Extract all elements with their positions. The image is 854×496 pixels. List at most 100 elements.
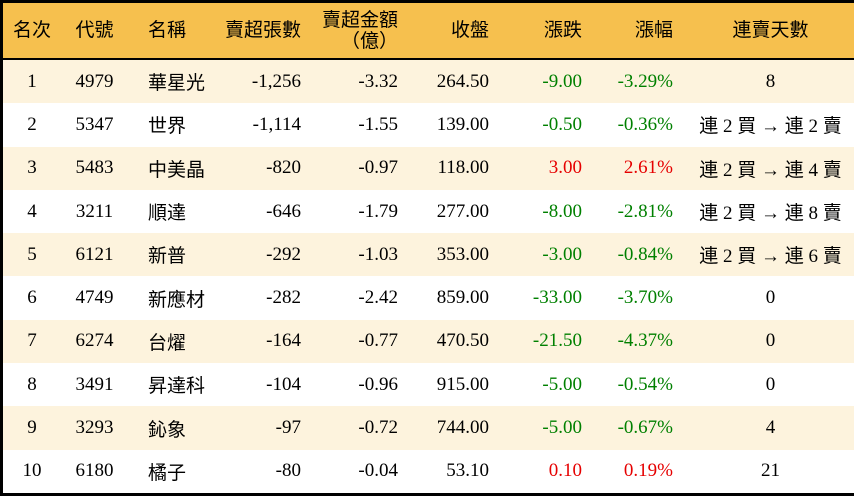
col-header-sell-amount-line1: 賣超金額 [321,9,398,31]
cell-sell-volume: -164 [266,330,301,352]
cell-streak: 連 2 買 → 連 8 賣 [699,203,842,225]
cell-code: 5347 [75,113,114,135]
cell-change: -9.00 [542,70,582,92]
col-header-streak: 連賣天數 [684,3,854,60]
cell-name: 鈊象 [148,419,187,441]
cell-change: -5.00 [542,373,582,395]
cell-change-pct: -2.81% [617,200,673,222]
cell-rank: 2 [27,113,37,135]
cell-sell-amount: -1.55 [358,113,398,135]
cell-sell-volume: -292 [266,243,301,265]
cell-change: -5.00 [542,417,582,439]
cell-change-pct: -0.36% [617,113,673,135]
cell-close: 277.00 [436,200,489,222]
cell-code: 3491 [75,373,114,395]
col-header-change-pct: 漲幅 [592,3,684,60]
cell-sell-amount: -0.04 [358,460,398,482]
cell-name: 新普 [148,246,187,268]
cell-rank: 1 [27,70,37,92]
cell-sell-amount: -0.77 [358,330,398,352]
cell-rank: 9 [27,417,37,439]
cell-streak: 0 [765,373,776,395]
cell-close: 139.00 [436,113,489,135]
cell-sell-volume: -1,256 [251,70,301,92]
cell-sell-amount: -0.97 [358,157,398,179]
cell-sell-volume: -80 [275,460,301,482]
cell-code: 4749 [75,287,114,309]
cell-streak: 連 2 買 → 連 4 賣 [699,159,842,181]
cell-change: -33.00 [532,287,582,309]
cell-change-pct: 0.19% [623,460,673,482]
cell-code: 4979 [75,70,114,92]
cell-sell-amount: -1.03 [358,243,398,265]
cell-name: 新應材 [148,289,206,311]
table-row: 1 4979 華星光 -1,256 -3.32 264.50 -9.00 -3.29% 8 [3,60,854,104]
cell-change-pct: -4.37% [617,330,673,352]
cell-streak: 8 [765,70,776,92]
header-row: 名次 代號 名稱 賣超張數 賣超金額 （億） 收盤 漲跌 漲幅 連賣天數 [3,3,854,60]
cell-close: 353.00 [436,243,489,265]
cell-change-pct: -0.84% [617,243,673,265]
cell-close: 118.00 [437,157,489,179]
cell-close: 915.00 [436,373,489,395]
col-header-sell-amount: 賣超金額 （億） [308,3,410,60]
cell-streak: 0 [765,330,776,352]
cell-rank: 7 [27,330,37,352]
cell-change-pct: -3.29% [617,70,673,92]
cell-sell-volume: -820 [266,157,301,179]
col-header-rank: 名次 [3,3,61,60]
cell-sell-volume: -104 [266,373,301,395]
cell-name: 台燿 [148,332,187,354]
cell-name: 中美晶 [148,159,206,181]
cell-name: 華星光 [148,73,206,95]
table-row: 2 5347 世界 -1,114 -1.55 139.00 -0.50 -0.36% 連 2 買… [3,103,854,147]
cell-name: 順達 [148,203,187,225]
cell-streak: 21 [761,460,780,482]
cell-rank: 6 [27,287,37,309]
cell-rank: 8 [27,373,37,395]
cell-change: 0.10 [548,460,582,482]
cell-change-pct: -0.54% [617,373,673,395]
cell-change: -21.50 [532,330,582,352]
cell-rank: 3 [27,157,37,179]
cell-streak: 連 2 買 → 連 6 賣 [699,246,842,268]
cell-sell-volume: -1,114 [252,113,301,135]
cell-change: -0.50 [542,113,582,135]
cell-close: 470.50 [436,330,489,352]
cell-change: 3.00 [548,157,582,179]
cell-change: -8.00 [542,200,582,222]
table-row: 4 3211 順達 -646 -1.79 277.00 -8.00 -2.81% 連 2 買 →… [3,189,854,234]
cell-code: 3211 [75,200,114,222]
table-row: 3 5483 中美晶 -820 -0.97 118.00 3.00 2.61% 連 2 買 → … [3,146,854,190]
col-header-code: 代號 [61,3,128,60]
col-header-sell-volume: 賣超張數 [221,3,308,60]
cell-code: 6274 [75,330,114,352]
cell-sell-amount: -3.32 [358,70,398,92]
cell-rank: 10 [22,460,42,482]
cell-streak: 0 [765,287,776,309]
cell-streak: 連 2 買 → 連 2 賣 [699,116,842,138]
col-header-change: 漲跌 [500,3,592,60]
cell-sell-amount: -0.96 [358,373,398,395]
cell-sell-volume: -97 [275,417,301,439]
cell-change: -3.00 [542,243,582,265]
cell-sell-amount: -1.79 [358,200,398,222]
cell-sell-volume: -282 [266,287,301,309]
col-header-close: 收盤 [410,3,500,60]
cell-name: 世界 [148,116,187,138]
cell-name: 橘子 [148,462,187,484]
cell-change-pct: -0.67% [617,417,673,439]
table-row: 8 3491 昇達科 -104 -0.96 915.00 -5.00 -0.54% 0 [3,363,854,407]
table-row: 10 6180 橘子 -80 -0.04 53.10 0.10 0.19% 21 [3,449,854,493]
cell-rank: 5 [27,243,37,265]
cell-change-pct: 2.61% [623,157,673,179]
cell-name: 昇達科 [148,376,206,398]
col-header-name: 名稱 [128,3,221,60]
cell-close: 53.10 [446,460,489,482]
cell-sell-amount: -2.42 [358,287,398,309]
cell-close: 859.00 [436,287,489,309]
table-row: 9 3293 鈊象 -97 -0.72 744.00 -5.00 -0.67% 4 [3,406,854,450]
col-header-sell-amount-line2: （億） [340,30,398,52]
cell-streak: 4 [765,417,776,439]
